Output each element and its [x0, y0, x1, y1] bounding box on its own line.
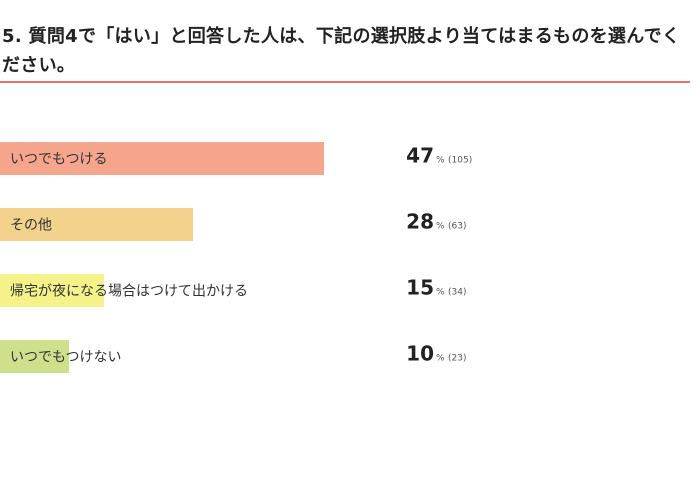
- chart-row: その他 28% (63): [0, 208, 466, 241]
- chart-row: いつでもつける 47% (105): [0, 142, 472, 175]
- percent-sign: %: [436, 288, 445, 298]
- bar: [0, 274, 104, 307]
- bar: [0, 142, 324, 175]
- category-label: その他: [10, 218, 52, 234]
- percentage-value: 10: [406, 342, 434, 366]
- bar: [0, 340, 69, 373]
- percentage-value: 47: [406, 144, 434, 168]
- percent-sign: %: [436, 354, 445, 364]
- percentage-value: 15: [406, 276, 434, 300]
- title-divider: [0, 81, 690, 83]
- category-label: いつでもつける: [10, 152, 107, 168]
- bar: [0, 208, 193, 241]
- category-label: いつでもつけない: [10, 350, 121, 366]
- percent-sign: %: [436, 222, 445, 232]
- bar-chart: いつでもつける 47% (105)その他 28% (63)帰宅が夜になる場合はつけて出か…: [0, 142, 472, 373]
- percent-sign: %: [436, 156, 445, 166]
- percentage-value: 28: [406, 210, 434, 234]
- response-count: (63): [448, 222, 466, 232]
- response-count: (105): [448, 156, 472, 166]
- response-count: (23): [448, 354, 466, 364]
- chart-row: 帰宅が夜になる場合はつけて出かける 15% (34): [0, 274, 466, 307]
- chart-row: いつでもつけない 10% (23): [0, 340, 466, 373]
- question-title: 5. 質問4で「はい」と回答した人は、下記の選択肢より当てはまるものを選んでくだ…: [2, 26, 681, 76]
- category-label: 帰宅が夜になる場合はつけて出かける: [10, 283, 248, 300]
- response-count: (34): [448, 288, 466, 298]
